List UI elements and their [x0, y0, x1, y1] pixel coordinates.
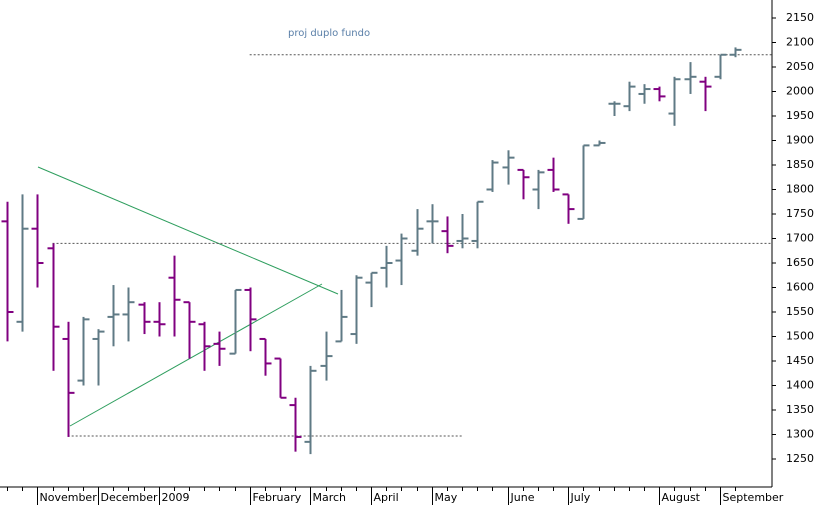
y-tick-label: 1950: [786, 109, 814, 122]
y-tick-label: 1850: [786, 158, 814, 171]
y-tick-label: 1550: [786, 305, 814, 318]
x-tick-label: 2009: [162, 491, 190, 504]
x-tick-label: April: [374, 491, 399, 504]
x-tick-label: December: [101, 491, 159, 504]
trend-line: [37, 166, 339, 295]
x-tick-label: July: [570, 491, 591, 504]
y-tick-label: 1450: [786, 354, 814, 367]
y-tick-label: 1500: [786, 330, 814, 343]
y-tick-label: 1900: [786, 134, 814, 147]
x-tick-label: August: [662, 491, 701, 504]
annotation: proj duplo fundo: [288, 28, 370, 39]
x-tick-label: November: [40, 491, 98, 504]
y-tick-label: 1700: [786, 232, 814, 245]
y-tick-label: 1350: [786, 403, 814, 416]
x-tick-label: May: [435, 491, 458, 504]
y-tick-label: 1750: [786, 207, 814, 220]
y-tick-label: 2100: [786, 36, 814, 49]
y-tick-label: 2000: [786, 85, 814, 98]
trend-line: [69, 283, 323, 427]
y-tick-label: 2050: [786, 60, 814, 73]
y-tick-label: 1650: [786, 256, 814, 269]
y-tick-label: 2150: [786, 11, 814, 24]
y-tick-label: 1300: [786, 428, 814, 441]
y-tick-label: 1250: [786, 452, 814, 465]
x-tick-label: February: [253, 491, 302, 504]
x-tick-label: June: [510, 491, 535, 504]
y-tick-label: 1600: [786, 281, 814, 294]
y-tick-label: 1800: [786, 183, 814, 196]
x-tick-label: March: [313, 491, 347, 504]
y-tick-label: 1400: [786, 379, 814, 392]
x-tick-label: September: [723, 491, 784, 504]
